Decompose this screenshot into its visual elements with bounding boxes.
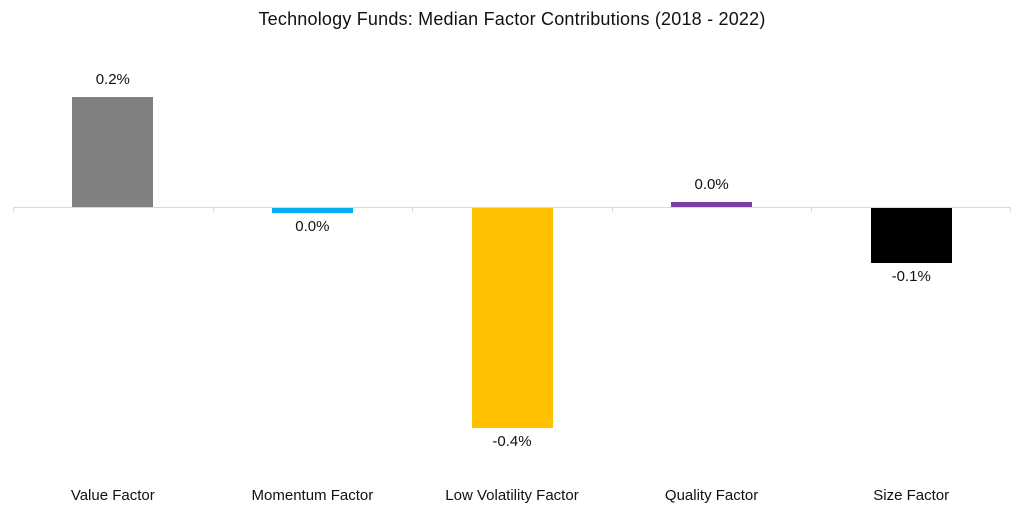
axis-tick (811, 207, 813, 212)
bar-value-factor (72, 97, 154, 207)
value-label-size-factor: -0.1% (891, 268, 931, 285)
category-label-quality-factor: Quality Factor (664, 487, 759, 504)
axis-tick (412, 207, 414, 212)
category-label-size-factor: Size Factor (873, 487, 950, 504)
category-label-value-factor: Value Factor (70, 487, 155, 504)
value-label-momentum-factor: 0.0% (295, 218, 330, 235)
axis-tick (212, 207, 214, 212)
chart-title: Technology Funds: Median Factor Contribu… (258, 9, 766, 29)
axis-tick (13, 207, 14, 212)
x-axis-zero-line (13, 207, 1011, 208)
axis-tick (611, 207, 613, 212)
value-label-value-factor: 0.2% (95, 71, 130, 88)
value-label-quality-factor: 0.0% (694, 176, 729, 193)
bar-quality-factor (671, 202, 753, 207)
bar-momentum-factor (271, 208, 353, 213)
bar-size-factor (870, 208, 952, 263)
category-label-momentum-factor: Momentum Factor (251, 487, 374, 504)
axis-tick (1010, 207, 1011, 212)
value-label-low-volatility-factor: -0.4% (492, 433, 532, 450)
category-label-low-volatility-factor: Low Volatility Factor (445, 487, 579, 504)
bar-low-volatility-factor (471, 208, 553, 428)
